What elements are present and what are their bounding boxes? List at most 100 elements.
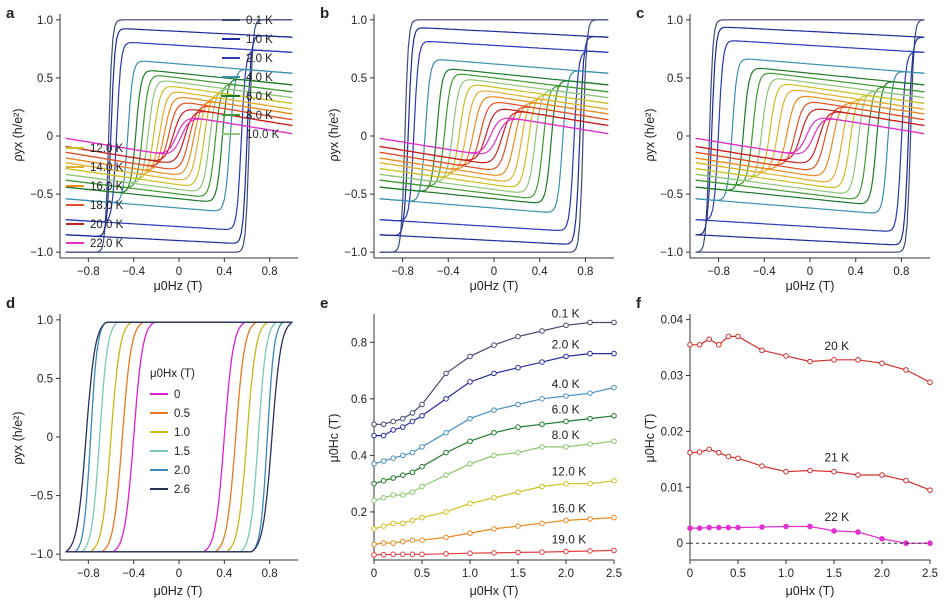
loop-branch-up-c [695,102,925,177]
legend-label: 2.0 K [246,53,273,65]
data-point-e [491,342,497,348]
data-point-e [380,432,387,439]
data-point-e [611,319,617,326]
loop-branch-down-a [65,28,293,237]
loop-branch-up-c [695,19,925,253]
data-point-e [400,452,406,459]
data-point-e [443,550,449,557]
data-point-f [706,524,713,531]
panel-letter-e: e [320,295,328,312]
data-point-f [783,353,789,359]
loop-branch-up-c [695,111,925,164]
data-point-e [515,549,521,556]
data-point-e [390,475,397,481]
loop-branch-up-c [695,36,925,246]
data-point-e [409,418,416,425]
legend-label: 10.0 K [246,129,280,141]
data-point-f [855,529,861,535]
data-point-e [400,424,406,430]
y-tick-label-b: 1.0 [351,15,367,27]
data-point-e [491,550,497,556]
data-point-e [491,429,497,436]
data-point-f [927,540,933,547]
data-point-e [587,390,593,396]
loop-branch-down-a [65,19,293,253]
loop-branch-up-a [65,68,293,212]
data-point-e [491,452,497,459]
data-point-e [371,552,377,558]
loop-branch-up-c [695,71,925,214]
y-tick-label-f: 0 [677,538,683,550]
y-tick-label-a: −1.0 [30,247,53,259]
x-tick-label-a: 0.4 [216,266,233,278]
data-point-e [611,514,617,521]
data-point-e [419,444,425,450]
data-point-f [735,455,741,462]
data-point-e [371,432,377,439]
x-tick-label-c: 0.8 [893,266,909,278]
legend-label: 6.0 K [246,91,273,103]
loop-branch-up-c [695,118,925,155]
legend-label: 14.0 K [90,162,124,174]
data-point-e [400,472,406,478]
data-point-e [390,492,397,498]
data-point-e [419,401,425,408]
x-tick-label-a: −0.4 [122,266,145,278]
data-point-e [419,412,425,419]
x-tick-label-f: 2.5 [922,568,938,580]
xlabel-a: μ0Hz (T) [154,279,203,293]
data-point-e [443,534,449,541]
data-point-f [879,535,885,542]
data-point-e [515,364,521,371]
data-point-e [515,424,521,430]
data-point-f [687,341,693,348]
data-point-e [491,370,497,377]
loop-branch-down-c [695,67,925,191]
data-point-f [725,333,732,340]
x-tick-label-c: −0.4 [753,266,776,278]
series-label-e: 19.0 K [552,533,587,547]
data-point-f [831,357,837,363]
y-tick-label-b: 0 [361,131,367,143]
y-tick-label-f: 0.04 [661,315,684,327]
loop-branch-up-a [65,110,293,163]
panel-letter-f: f [636,295,642,312]
data-point-e [563,444,569,450]
loop-branch-up-a [65,35,293,244]
data-point-e [539,444,545,450]
y-tick-label-d: 0 [47,432,53,444]
series-group-e [371,319,617,558]
loop-branch-down-c [695,19,925,253]
loop-branch-up-a [65,97,293,181]
loop-branch-up-b [379,70,609,213]
data-point-e [443,472,449,478]
data-point-f [735,524,741,531]
data-point-e [390,540,397,546]
y-tick-label-e: 0.8 [351,337,367,349]
legend-label: 0.1 K [246,15,273,27]
data-point-e [539,549,545,555]
xlabel-c: μ0Hz (T) [786,279,835,293]
y-tick-label-f: 0.01 [661,482,683,494]
data-point-e [390,520,397,527]
data-point-f [759,347,765,354]
x-tick-label-f: 2.0 [874,568,890,580]
x-tick-label-a: 0.8 [262,266,278,278]
loop-branch-up-c [695,106,925,171]
data-point-e [515,449,521,456]
loop-branch-up-b [379,80,609,204]
y-tick-label-c: 1.0 [667,15,683,27]
ylabel-d: ρyx (h/e²) [11,412,25,465]
y-tick-label-c: −1.0 [660,247,683,259]
data-point-e [419,463,425,470]
loop-branch-up-b [379,35,609,245]
panel-letter-b: b [320,5,329,22]
data-point-f [855,472,861,478]
data-point-f [687,525,693,531]
loop-branch-up-b [379,90,609,193]
x-tick-label-e: 1.0 [462,568,478,580]
y-tick-label-a: 1.0 [37,15,53,27]
y-tick-label-d: 0.5 [37,373,53,385]
loop-branch-up-c [695,51,925,232]
data-point-f [759,463,765,469]
